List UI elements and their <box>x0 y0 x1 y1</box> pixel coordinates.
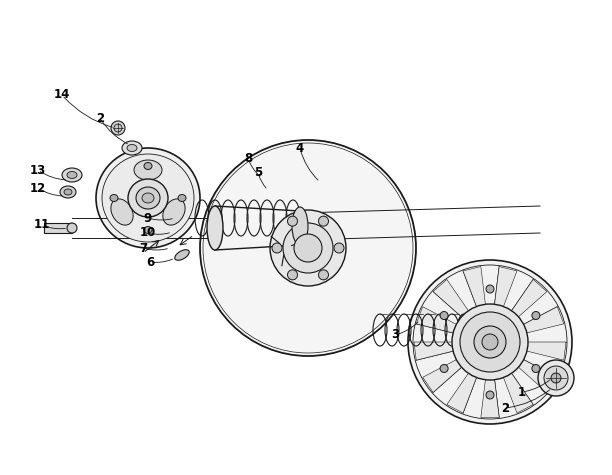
Text: 11: 11 <box>34 218 50 231</box>
Ellipse shape <box>318 270 329 280</box>
Ellipse shape <box>144 162 152 170</box>
Ellipse shape <box>163 199 185 225</box>
Ellipse shape <box>272 243 282 253</box>
Polygon shape <box>433 279 472 321</box>
Ellipse shape <box>486 391 494 399</box>
Ellipse shape <box>102 154 194 242</box>
Ellipse shape <box>67 171 77 179</box>
Polygon shape <box>423 357 466 392</box>
Ellipse shape <box>460 312 520 372</box>
Ellipse shape <box>127 144 137 152</box>
Ellipse shape <box>67 223 77 233</box>
Ellipse shape <box>200 140 416 356</box>
Ellipse shape <box>486 285 494 293</box>
Ellipse shape <box>538 360 574 396</box>
Ellipse shape <box>532 364 540 372</box>
Ellipse shape <box>96 148 200 248</box>
Ellipse shape <box>136 187 160 209</box>
Ellipse shape <box>440 312 448 320</box>
Text: 4: 4 <box>296 142 304 154</box>
Text: 2: 2 <box>96 112 104 124</box>
Text: 6: 6 <box>146 256 154 268</box>
Polygon shape <box>414 342 459 360</box>
Ellipse shape <box>270 210 346 286</box>
Text: 7: 7 <box>139 241 147 255</box>
Polygon shape <box>44 223 72 233</box>
Ellipse shape <box>134 160 162 180</box>
Text: 5: 5 <box>254 165 262 179</box>
Text: 14: 14 <box>54 88 70 102</box>
Ellipse shape <box>144 227 152 234</box>
Polygon shape <box>494 266 517 312</box>
Text: 2: 2 <box>501 401 509 415</box>
Ellipse shape <box>142 193 154 203</box>
Ellipse shape <box>122 141 142 155</box>
Ellipse shape <box>482 334 498 350</box>
Text: 12: 12 <box>30 181 46 194</box>
Text: 1: 1 <box>518 386 526 399</box>
Ellipse shape <box>532 312 540 320</box>
Polygon shape <box>463 266 486 312</box>
Polygon shape <box>481 374 499 418</box>
Ellipse shape <box>452 304 528 380</box>
Polygon shape <box>501 368 533 413</box>
Ellipse shape <box>111 199 133 225</box>
Ellipse shape <box>288 270 297 280</box>
Ellipse shape <box>128 179 168 217</box>
Ellipse shape <box>551 373 561 383</box>
Polygon shape <box>514 357 558 392</box>
Polygon shape <box>518 307 564 334</box>
Text: 13: 13 <box>30 163 46 177</box>
Text: 3: 3 <box>391 329 399 342</box>
Ellipse shape <box>175 250 189 260</box>
Ellipse shape <box>288 216 297 226</box>
Ellipse shape <box>283 223 333 273</box>
Ellipse shape <box>60 186 76 198</box>
Ellipse shape <box>292 207 308 245</box>
Polygon shape <box>447 368 479 413</box>
Text: 8: 8 <box>244 152 252 164</box>
Ellipse shape <box>294 234 322 262</box>
Ellipse shape <box>64 189 72 195</box>
Ellipse shape <box>110 194 118 201</box>
Ellipse shape <box>334 243 344 253</box>
Polygon shape <box>508 279 547 321</box>
Ellipse shape <box>544 366 568 390</box>
Ellipse shape <box>318 216 329 226</box>
Text: 10: 10 <box>140 227 156 239</box>
Ellipse shape <box>62 168 82 182</box>
Polygon shape <box>521 342 566 360</box>
Ellipse shape <box>114 124 122 132</box>
Ellipse shape <box>178 194 186 201</box>
Polygon shape <box>416 307 461 334</box>
Ellipse shape <box>440 364 448 372</box>
Ellipse shape <box>474 326 506 358</box>
Text: 9: 9 <box>144 211 152 225</box>
Ellipse shape <box>207 206 223 250</box>
Ellipse shape <box>408 260 572 424</box>
Ellipse shape <box>111 121 125 135</box>
